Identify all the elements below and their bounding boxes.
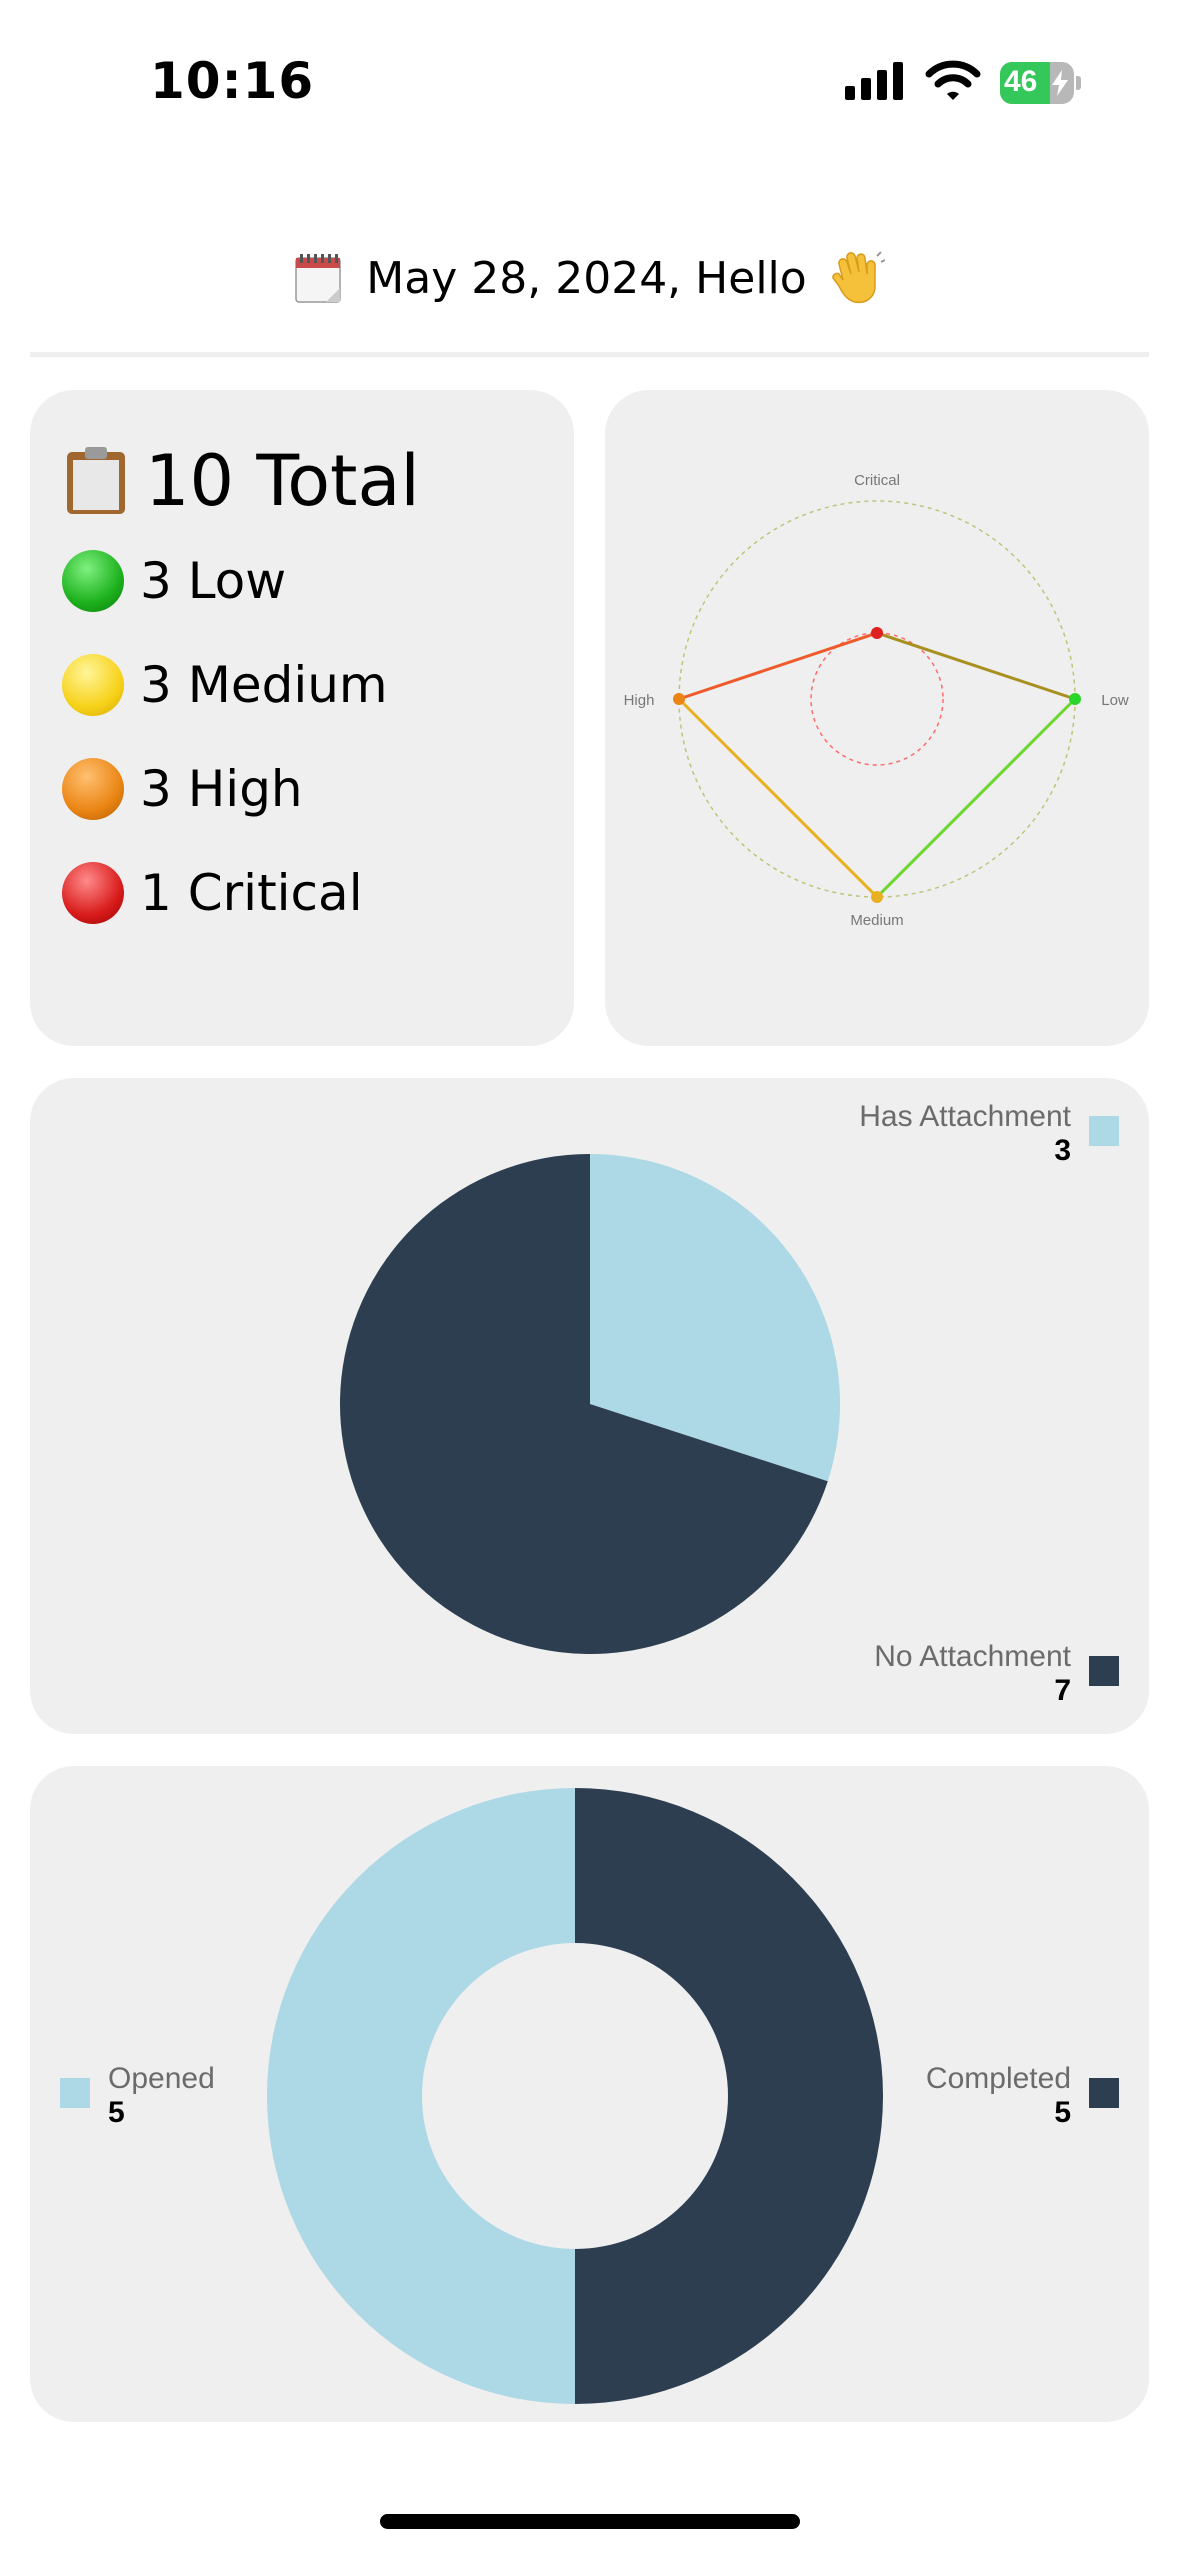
- greeting-header: May 28, 2024, Hello: [0, 250, 1179, 306]
- orange-circle-icon: [62, 758, 124, 820]
- severity-critical-label: 1 Critical: [140, 864, 363, 922]
- radar-point-medium: [871, 891, 883, 903]
- red-circle-icon: [62, 862, 124, 924]
- radar-label-low: Low: [1101, 692, 1129, 709]
- donut-slice-completed[interactable]: [575, 1788, 883, 2404]
- attachment-pie-card: Has Attachment 3 No Attachment 7: [30, 1078, 1149, 1734]
- severity-medium: 3 Medium: [62, 654, 388, 716]
- severity-medium-label: 3 Medium: [140, 656, 388, 714]
- header-divider: [30, 352, 1149, 357]
- radar-point-critical: [871, 627, 883, 639]
- legend-no-attachment-count: 7: [1054, 1674, 1071, 1707]
- legend-completed: Completed 5: [926, 2062, 1071, 2130]
- legend-has-attachment-count: 3: [1054, 1134, 1071, 1167]
- status-donut-chart: [267, 1788, 883, 2404]
- severity-radar-card: Critical Low Medium High: [605, 390, 1149, 1046]
- greeting-text: May 28, 2024, Hello: [366, 252, 807, 304]
- legend-has-attachment-label: Has Attachment: [859, 1100, 1071, 1133]
- charging-bolt-icon: [1052, 70, 1068, 96]
- donut-slice-opened[interactable]: [267, 1788, 575, 2404]
- calendar-icon: [295, 254, 342, 303]
- battery-icon: 46: [1000, 62, 1081, 104]
- attachment-pie-chart: [340, 1154, 840, 1654]
- status-donut-card: Opened 5 Completed 5: [30, 1766, 1149, 2422]
- legend-completed-swatch: [1089, 2078, 1119, 2108]
- pie-slice-no-attachment[interactable]: [340, 1154, 828, 1654]
- radar-point-low: [1069, 693, 1081, 705]
- severity-summary-card: 10 Total 3 Low 3 Medium 3 High 1 Critica…: [30, 390, 574, 1046]
- radar-edge-2: [677, 697, 879, 899]
- legend-opened-swatch: [60, 2078, 90, 2108]
- severity-high-label: 3 High: [140, 760, 303, 818]
- legend-opened: Opened 5: [108, 2062, 215, 2130]
- wifi-icon: [925, 60, 981, 100]
- status-time: 10:16: [150, 52, 315, 110]
- legend-has-attachment: Has Attachment 3: [859, 1100, 1071, 1168]
- waving-hand-icon: [831, 251, 885, 304]
- legend-no-attachment: No Attachment 7: [874, 1640, 1071, 1708]
- legend-opened-count: 5: [108, 2096, 125, 2129]
- severity-low-label: 3 Low: [140, 552, 287, 610]
- radar-edge-3: [678, 631, 878, 701]
- yellow-circle-icon: [62, 654, 124, 716]
- legend-completed-count: 5: [1054, 2096, 1071, 2129]
- legend-has-attachment-swatch: [1089, 1116, 1119, 1146]
- clipboard-icon: [67, 447, 125, 514]
- severity-low: 3 Low: [62, 550, 286, 612]
- legend-completed-label: Completed: [925, 2062, 1071, 2095]
- legend-opened-label: Opened: [108, 2062, 215, 2095]
- total-count: 10 Total: [145, 440, 420, 522]
- radar-label-high: High: [624, 692, 655, 709]
- severity-high: 3 High: [62, 758, 303, 820]
- radar-point-high: [673, 693, 685, 705]
- legend-no-attachment-label: No Attachment: [874, 1640, 1071, 1673]
- radar-label-critical: Critical: [854, 472, 900, 489]
- radar-edge-0: [876, 631, 1076, 701]
- pie-slice-has-attachment[interactable]: [590, 1154, 840, 1482]
- radar-label-medium: Medium: [850, 912, 903, 929]
- cellular-signal-icon: [845, 62, 903, 100]
- radar-edge-1: [875, 697, 1077, 899]
- severity-radar-chart: Critical Low Medium High: [624, 472, 1129, 929]
- severity-critical: 1 Critical: [62, 862, 363, 924]
- battery-level: 46: [1004, 65, 1038, 98]
- home-indicator[interactable]: [380, 2514, 800, 2529]
- green-circle-icon: [62, 550, 124, 612]
- legend-no-attachment-swatch: [1089, 1656, 1119, 1686]
